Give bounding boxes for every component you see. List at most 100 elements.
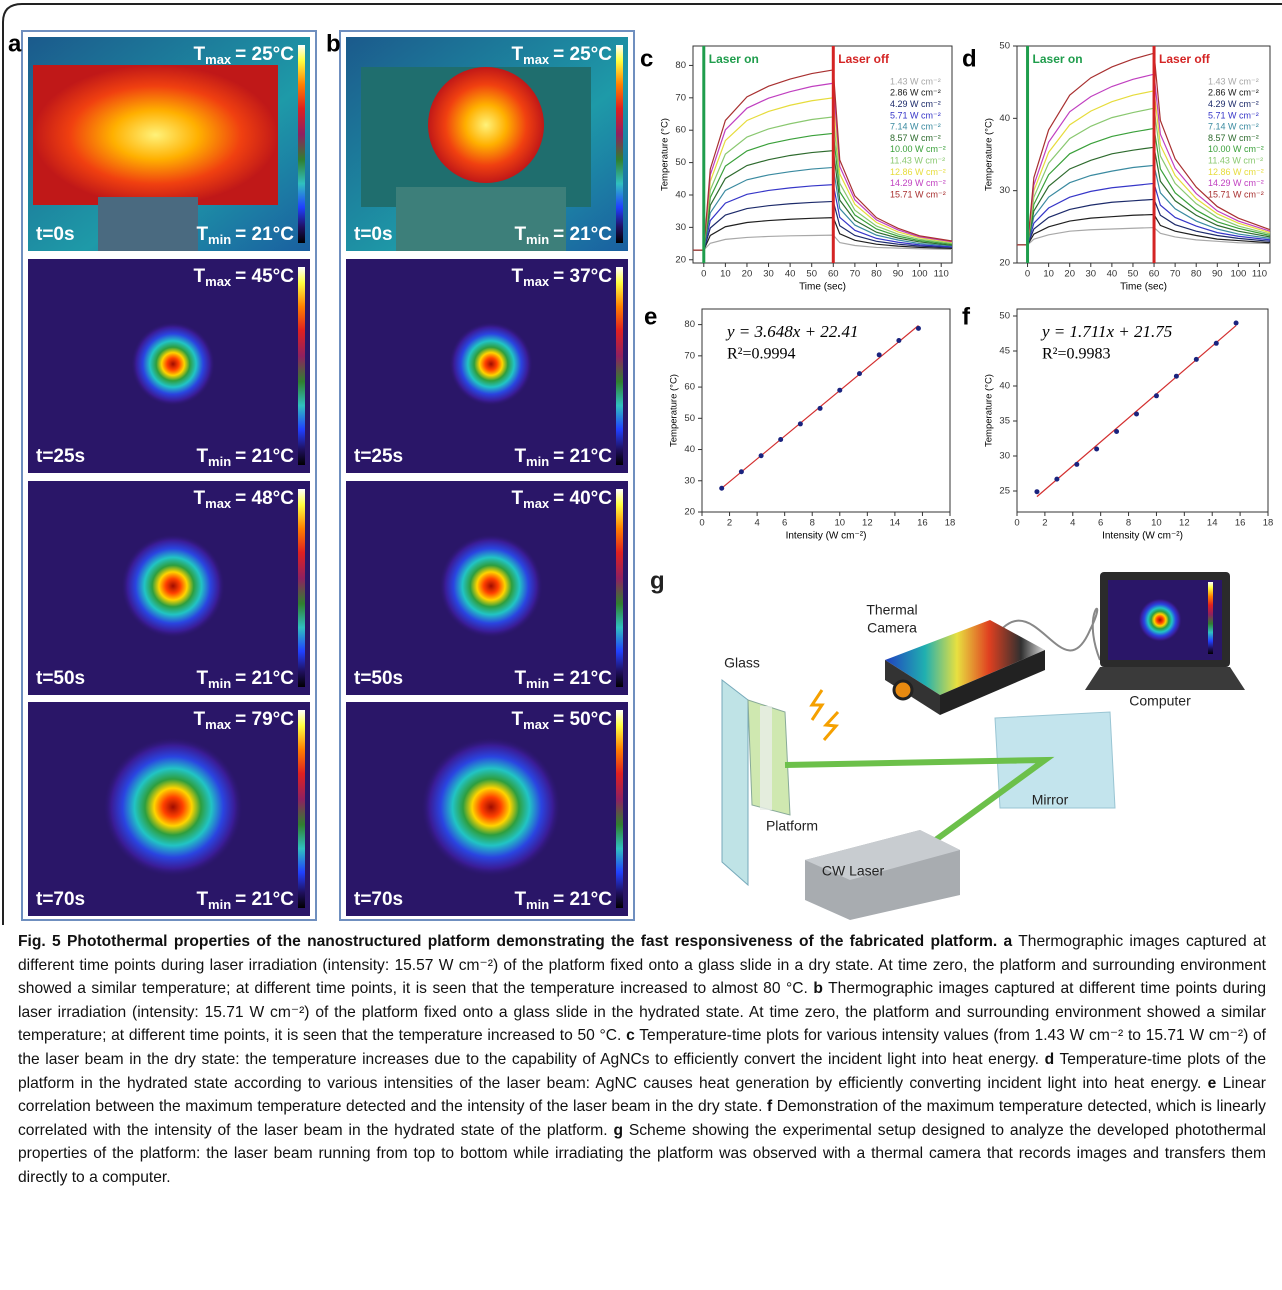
subscript: max: [205, 717, 232, 732]
x-tick-label: 90: [1212, 269, 1223, 280]
time-label: t=25s: [36, 446, 85, 467]
label: Platform: [766, 818, 818, 834]
legend-entry: 11.43 W cm⁻²: [890, 155, 945, 165]
x-tick-label: 50: [1128, 269, 1139, 280]
page: {"panels":[ {"letter":"a","images":[ {"t…: [0, 0, 1282, 1290]
x-tick-label: 6: [782, 518, 787, 529]
legend-entry: 4.29 W cm⁻²: [1208, 99, 1259, 109]
platform-strip: [760, 706, 772, 810]
x-tick-label: 4: [754, 518, 759, 529]
y-tick-label: 50: [684, 413, 695, 424]
y-tick-label: 30: [999, 451, 1010, 462]
subscript: min: [208, 897, 231, 912]
data-point: [1174, 374, 1179, 379]
legend-entry: 5.71 W cm⁻²: [1208, 110, 1259, 120]
x-tick-label: 90: [893, 269, 904, 280]
y-tick-label: 45: [999, 346, 1010, 357]
hot-region: [33, 65, 278, 205]
y-tick-label: 40: [684, 444, 695, 455]
y-tick-label: 50: [675, 157, 686, 168]
caption-letter: b: [813, 980, 823, 997]
x-tick-label: 0: [699, 518, 704, 529]
colorbar: [616, 710, 623, 908]
legend-entry: 10.00 W cm⁻²: [890, 144, 946, 154]
subscript: max: [205, 52, 232, 67]
label: CW Laser: [822, 863, 885, 879]
value: = 21°C: [553, 446, 612, 467]
data-point: [778, 437, 783, 442]
caption-letter: f: [767, 1098, 772, 1115]
value: = 79°C: [235, 709, 294, 730]
x-tick-label: 100: [912, 269, 928, 280]
x-tick-label: 14: [1207, 518, 1218, 529]
caption-letter: c: [626, 1027, 635, 1044]
caption-label: Fig. 5: [18, 933, 61, 950]
x-tick-label: 8: [810, 518, 815, 529]
symbol: T: [514, 889, 526, 910]
x-tick-label: 2: [1042, 518, 1047, 529]
subscript: max: [205, 274, 232, 289]
x-tick-label: 0: [1025, 269, 1030, 280]
x-tick-label: 8: [1126, 518, 1131, 529]
y-tick-label: 25: [999, 486, 1010, 497]
y-tick-label: 30: [675, 222, 686, 233]
legend-entry: 14.29 W cm⁻²: [890, 178, 946, 188]
y-tick-label: 20: [999, 258, 1010, 269]
symbol: T: [514, 668, 526, 689]
value: = 50°C: [553, 709, 612, 730]
data-point: [1234, 321, 1239, 326]
x-tick-label: 40: [1107, 269, 1118, 280]
legend-entry: 2.86 W cm⁻²: [890, 88, 941, 98]
subscript: max: [205, 496, 232, 511]
laptop-spot: [1138, 598, 1182, 642]
colorbar: [616, 45, 623, 243]
symbol: T: [194, 488, 206, 509]
x-tick-label: 14: [890, 518, 901, 529]
x-tick-label: 2: [727, 518, 732, 529]
time-label: t=50s: [36, 668, 85, 689]
x-tick-label: 60: [1149, 269, 1160, 280]
caption-letter: g: [613, 1122, 623, 1139]
value: = 21°C: [235, 446, 294, 467]
x-tick-label: 12: [862, 518, 873, 529]
y-tick-label: 80: [675, 60, 686, 71]
y-tick-label: 70: [684, 350, 695, 361]
hot-spot: [103, 737, 243, 877]
legend-entry: 14.29 W cm⁻²: [1208, 178, 1264, 188]
subscript: max: [523, 274, 550, 289]
time-label: t=70s: [36, 889, 85, 910]
x-tick-label: 30: [763, 269, 774, 280]
annotation: Laser off: [838, 52, 890, 66]
y-tick-label: 50: [999, 311, 1010, 322]
legend-entry: 12.86 W cm⁻²: [890, 167, 946, 177]
subscript: max: [523, 717, 550, 732]
x-axis-label: Intensity (W cm⁻²): [1102, 531, 1183, 542]
value: = 21°C: [553, 668, 612, 689]
symbol: T: [514, 224, 526, 245]
fit-equation: y = 3.648x + 22.41: [725, 322, 859, 341]
laptop-base: [1085, 667, 1245, 690]
y-tick-label: 40: [675, 190, 686, 201]
data-point: [916, 326, 921, 331]
data-point: [759, 453, 764, 458]
subscript: min: [526, 232, 549, 247]
figure: g Computer Thermal Camera Glass Platform…: [0, 0, 1282, 925]
x-tick-label: 40: [785, 269, 796, 280]
data-point: [1134, 412, 1139, 417]
fit-equation: y = 1.711x + 21.75: [1040, 322, 1172, 341]
label: Glass: [724, 655, 760, 671]
glass: [722, 680, 748, 885]
y-tick-label: 60: [675, 125, 686, 136]
x-tick-label: 110: [934, 269, 949, 280]
data-point: [877, 352, 882, 357]
label: Camera: [867, 620, 917, 636]
thermal-image: Tmax= 37°CTmin= 21°Ct=25s: [346, 259, 628, 473]
x-tick-label: 80: [1191, 269, 1202, 280]
symbol: T: [194, 266, 206, 287]
panel-letter: f: [962, 303, 971, 330]
symbol: T: [196, 224, 208, 245]
y-axis-label: Temperature (°C): [984, 374, 995, 447]
data-point: [1094, 447, 1099, 452]
